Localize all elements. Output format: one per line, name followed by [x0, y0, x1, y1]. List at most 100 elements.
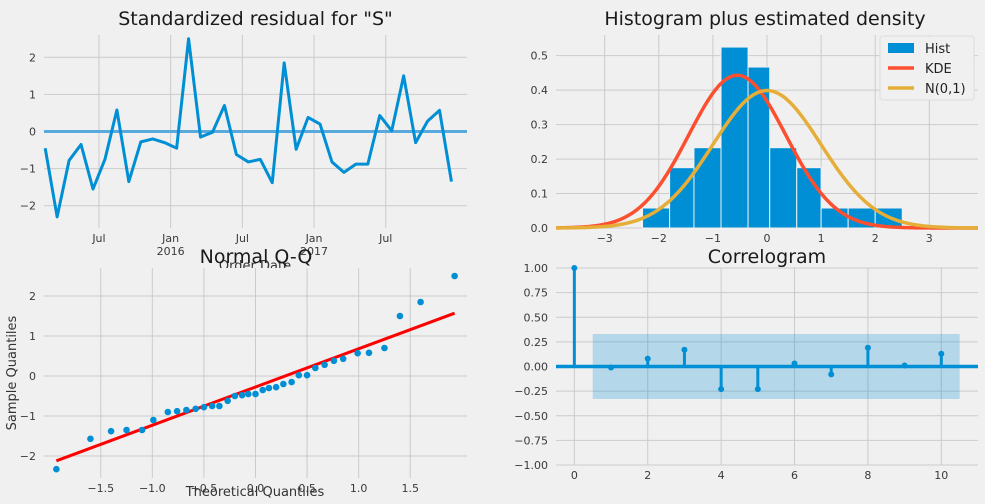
quantile-point [224, 397, 231, 405]
quantile-point [87, 435, 94, 443]
acf-marker [754, 386, 761, 393]
quantile-point [259, 386, 267, 394]
quantile-point [216, 402, 223, 410]
legend: Hist KDE N(0,1) [879, 35, 975, 101]
quantile-point [365, 349, 373, 357]
quantile-point [312, 364, 319, 372]
x-tick-label: Jan [305, 232, 323, 245]
normal-qq-panel: −1.5 −1.0 −0.5 0.0 0.5 1.0 1.5 −2 −1 0 1 2 Normal Q-… [5, 246, 467, 500]
quantile-point [252, 390, 259, 398]
panel-title: Normal Q-Q [200, 246, 313, 268]
quantile-point [173, 407, 181, 415]
y-tick-label: −0.25 [514, 385, 548, 398]
y-tick-label: −1 [20, 163, 36, 176]
quantile-point [321, 361, 328, 369]
y-tick-label: 0.25 [524, 336, 549, 349]
legend-swatch [888, 43, 914, 53]
histogram-bar [693, 147, 722, 229]
acf-marker [938, 350, 945, 357]
x-tick-label: −1.0 [139, 482, 166, 495]
x-tick-label: Jan [161, 232, 179, 245]
panel-title: Correlogram [708, 246, 826, 268]
histogram-bar [769, 147, 798, 229]
y-tick-label: 0 [29, 370, 36, 383]
quantile-point [339, 355, 347, 363]
x-axis-label: Theoretical Quantiles [185, 485, 325, 500]
x-tick-label: 1.0 [350, 482, 368, 495]
acf-marker [571, 265, 578, 271]
y-tick-label: −2 [20, 450, 36, 463]
x-tick-label: −1.5 [87, 482, 114, 495]
quantile-point [288, 378, 295, 386]
acf-marker [791, 360, 798, 367]
histogram-bar [820, 207, 849, 229]
quantile-point [396, 312, 404, 320]
x-tick-label: 4 [718, 469, 725, 482]
y-tick-label: −0.50 [514, 410, 548, 423]
y-tick-label: −1.00 [514, 459, 548, 472]
x-tick-label: 0.0 [247, 482, 265, 495]
y-tick-label: 2 [29, 290, 36, 303]
quantile-point [303, 371, 311, 379]
x-tick-label: 1.5 [402, 482, 420, 495]
reference-line [55, 311, 456, 463]
quantile-point [280, 380, 287, 388]
quantile-point [208, 402, 216, 410]
x-tick-year: 2017 [300, 245, 328, 258]
x-tick-year: 2016 [157, 245, 185, 258]
correlogram-panel: 0 2 4 6 8 10 −1.00 −0.75 −0.50 −0.25 0.00 0.25 0.50 0… [514, 246, 978, 482]
legend-label: Hist [925, 42, 950, 57]
quantile-point [238, 391, 246, 399]
acf-marker [901, 362, 908, 369]
y-tick-label: 0.4 [531, 84, 549, 97]
legend-label: N(0,1) [925, 82, 966, 97]
quantile-point [123, 426, 130, 434]
kde-curve [555, 73, 979, 230]
x-tick-label: 2 [644, 469, 651, 482]
y-tick-label: 0.0 [531, 222, 549, 235]
quantile-point [272, 383, 280, 391]
y-tick-label: −1 [20, 410, 36, 423]
quantile-point [138, 426, 146, 434]
x-tick-label: −2 [651, 232, 667, 245]
x-tick-label: Jul [378, 232, 392, 245]
y-tick-label: 0.00 [524, 361, 549, 374]
x-tick-label: 0 [764, 232, 771, 245]
y-tick-label: 1 [29, 330, 36, 343]
y-tick-label: −2 [20, 200, 36, 213]
quantile-point [354, 349, 361, 357]
histogram-density-panel: −3 −2 −1 0 1 2 3 0.0 0.1 0.2 0.3 0.4 0.5 Hist KDE N(0,1… [531, 8, 979, 245]
quantile-point [107, 427, 115, 435]
x-tick-label: 6 [791, 469, 798, 482]
panel-title: Histogram plus estimated density [604, 8, 925, 30]
normal-density-curve [555, 88, 979, 230]
x-tick-label: 3 [926, 232, 933, 245]
y-tick-label: 0.3 [531, 119, 549, 132]
x-tick-label: −3 [597, 232, 613, 245]
quantile-point [192, 405, 199, 413]
x-tick-label: 1 [818, 232, 825, 245]
x-tick-label: Jul [91, 232, 105, 245]
panel-title: Standardized residual for "S" [118, 8, 393, 30]
x-tick-label: −0.5 [191, 482, 218, 495]
quantile-point [417, 298, 424, 306]
y-axis-label: Sample Quantiles [5, 315, 20, 430]
x-tick-label: 0 [571, 469, 578, 482]
acf-marker [608, 364, 615, 371]
quantile-point [265, 384, 273, 392]
acf-marker [828, 371, 835, 378]
quantile-point [295, 371, 303, 379]
legend-label: KDE [925, 62, 952, 77]
x-tick-label: −1 [705, 232, 721, 245]
x-tick-label: Jul [235, 232, 249, 245]
x-tick-label: 0.5 [298, 482, 316, 495]
x-tick-label: 10 [934, 469, 948, 482]
y-tick-label: 0.2 [531, 153, 549, 166]
y-tick-label: 0.50 [524, 311, 549, 324]
y-tick-label: 0.1 [531, 188, 549, 201]
acf-marker [644, 355, 651, 362]
y-tick-label: 1.00 [524, 262, 549, 275]
quantile-point [231, 392, 239, 400]
